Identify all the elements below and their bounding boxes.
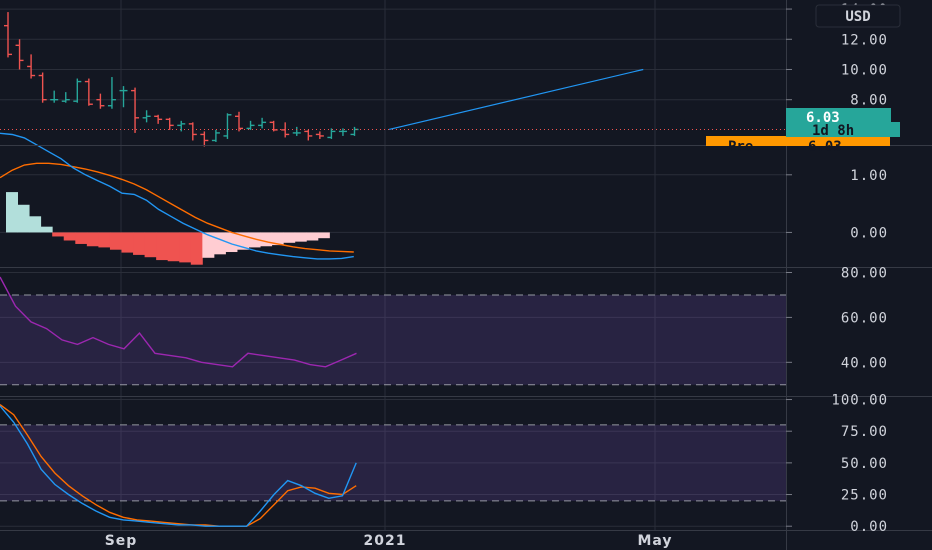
stochastic-d-line [0,404,357,527]
macd-histogram-bar [40,226,53,233]
currency-badge[interactable] [815,4,901,28]
rsi-pane[interactable] [0,276,786,386]
axis-tick-label: 0.00 [850,519,888,535]
last-price-badge [786,108,891,124]
macd-histogram-bar [225,232,238,253]
macd-signal-line [0,162,354,253]
macd-histogram-bar [317,232,330,239]
axis-tick-label: 12.00 [841,32,888,48]
macd-histogram-bar [294,232,307,242]
pre-market-value: 6.03 [808,139,842,155]
macd-histogram-bar [271,232,284,246]
macd-histogram-bar [133,232,146,255]
stochastic-pane[interactable] [0,404,786,527]
axis-tick-label: 80.00 [841,265,888,281]
stochastic-band-fill [0,424,786,501]
macd-histogram-bar [306,232,319,241]
macd-histogram-bar [190,232,203,265]
currency-label: USD [845,9,870,25]
axis-tick-label: 10.00 [841,62,888,78]
axis-tick-label: 0.00 [850,225,888,241]
macd-histogram-bar [6,192,18,233]
time-label-sep: Sep [105,533,138,549]
macd-histogram-bar [260,232,273,247]
macd-histogram-bar [86,232,99,247]
macd-histogram-bar [109,232,122,250]
macd-histogram-bar [63,232,76,241]
trend-projection-line [389,68,644,131]
pre-market-badge [706,136,890,146]
macd-histogram-bar [167,232,180,262]
rsi-line [0,276,357,368]
time-axis[interactable]: Sep 2021 May [105,533,673,549]
axis-tick-label: 8.00 [850,93,888,109]
macd-histogram-bar [213,232,226,255]
macd-histogram-bar [283,232,296,243]
price-axis[interactable]: 14.0012.0010.008.001.000.0080.0060.0040.… [786,2,888,535]
stochastic-k-line [0,405,357,527]
macd-pane[interactable] [0,132,354,265]
macd-histogram-bar [17,204,30,233]
rsi-band-fill [0,294,786,385]
price-pane[interactable] [0,12,786,147]
macd-histogram-bar [179,232,192,263]
price-badges: USD Pre 6.03 6.03 1d 8h [706,4,901,155]
macd-histogram-bar [121,232,134,253]
macd-histogram-bar [75,232,88,244]
axis-tick-label: 75.00 [841,424,888,440]
axis-tick-label: 100.00 [831,393,888,409]
pre-market-label: Pre [728,139,753,155]
macd-line [0,132,354,260]
macd-histogram-bar [248,232,261,248]
macd-histogram-bar [98,232,111,248]
time-label-may: May [637,533,672,549]
countdown-badge [786,122,900,137]
axis-tick-label: 50.00 [841,456,888,472]
macd-histogram-bar [156,232,169,261]
macd-histogram-bar [52,232,65,237]
time-label-2021: 2021 [364,533,407,549]
axis-tick-label: 1.00 [850,168,888,184]
macd-histogram-bar [144,232,157,258]
countdown-value: 1d 8h [812,123,854,139]
axis-tick-label: 60.00 [841,310,888,326]
axis-tick-label: 40.00 [841,355,888,371]
axis-tick-label: 25.00 [841,488,888,504]
macd-histogram-bar [29,216,42,233]
macd-histogram-bar [202,232,215,258]
